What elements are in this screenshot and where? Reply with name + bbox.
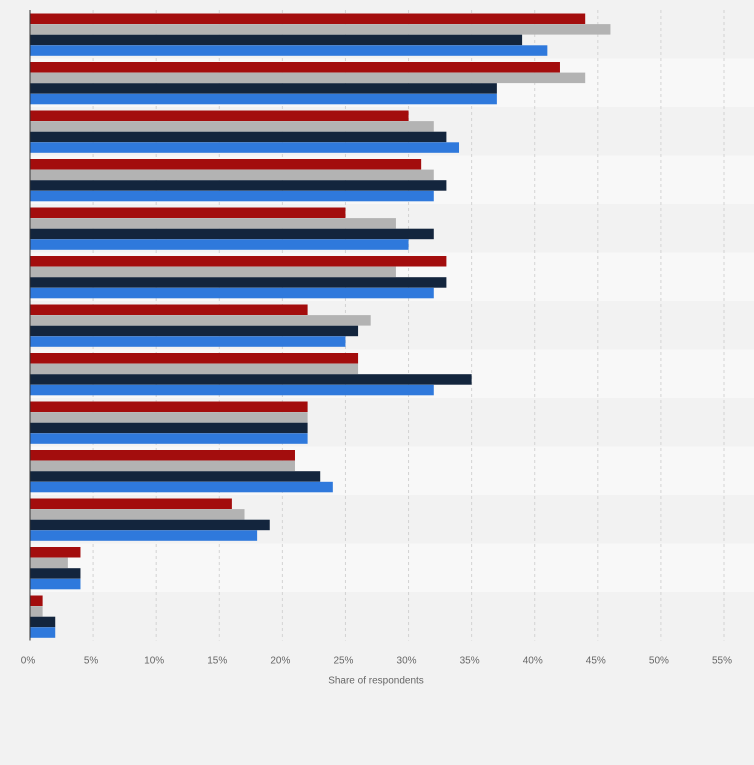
bar	[30, 578, 81, 590]
bar	[30, 568, 81, 579]
x-tick-label: 55%	[712, 656, 732, 667]
x-axis-label: Share of respondents	[328, 676, 424, 687]
bar	[30, 450, 295, 461]
bar	[30, 412, 308, 423]
x-tick-label: 20%	[270, 656, 290, 667]
x-tick-label: 30%	[397, 656, 417, 667]
bar	[30, 606, 43, 617]
bar	[30, 384, 434, 396]
x-tick-label: 35%	[460, 656, 480, 667]
bar	[30, 530, 258, 541]
bar	[30, 239, 409, 250]
bar	[30, 353, 359, 364]
bar	[30, 121, 434, 132]
bar	[30, 595, 43, 606]
x-tick-label: 25%	[333, 656, 353, 667]
x-tick-label: 10%	[144, 656, 164, 667]
bar	[30, 142, 460, 153]
bar	[30, 498, 232, 509]
bar	[30, 72, 586, 84]
bar	[30, 228, 434, 240]
bar	[30, 627, 56, 638]
bar	[30, 287, 434, 299]
x-tick-label: 45%	[586, 656, 606, 667]
bar	[30, 557, 68, 569]
bar	[30, 256, 447, 267]
x-tick-label: 0%	[21, 656, 36, 667]
bar	[30, 159, 422, 170]
bar	[30, 45, 548, 56]
bar	[30, 62, 560, 73]
bar	[30, 433, 308, 444]
bar	[30, 336, 346, 347]
bar	[30, 374, 472, 385]
bar	[30, 401, 308, 412]
bar	[30, 13, 586, 24]
bar	[30, 34, 523, 46]
x-tick-label: 5%	[84, 656, 99, 667]
bar	[30, 169, 434, 181]
bar	[30, 616, 56, 628]
x-tick-labels: 0% 5% 10% 15% 20% 25% 30% 35% 40% 45% 50% 55%	[21, 656, 732, 667]
bar	[30, 266, 396, 278]
bars	[30, 13, 611, 638]
bar	[30, 93, 497, 105]
bar	[30, 131, 447, 143]
bar	[30, 547, 81, 558]
bar	[30, 363, 359, 375]
row-band	[30, 592, 754, 641]
bar	[30, 325, 359, 337]
bar	[30, 207, 346, 218]
x-tick-label: 50%	[649, 656, 669, 667]
bar	[30, 509, 245, 520]
bar	[30, 460, 295, 472]
bar	[30, 83, 497, 94]
bar	[30, 471, 321, 482]
x-tick-label: 40%	[523, 656, 543, 667]
bar	[30, 481, 333, 493]
bar	[30, 422, 308, 434]
bar	[30, 190, 434, 202]
bar	[30, 315, 371, 326]
bar	[30, 24, 611, 35]
bar	[30, 218, 396, 229]
bar	[30, 277, 447, 288]
bar	[30, 180, 447, 191]
bar	[30, 110, 409, 121]
row-band	[30, 543, 754, 592]
bar	[30, 304, 308, 315]
bar	[30, 519, 270, 531]
x-tick-label: 15%	[207, 656, 227, 667]
